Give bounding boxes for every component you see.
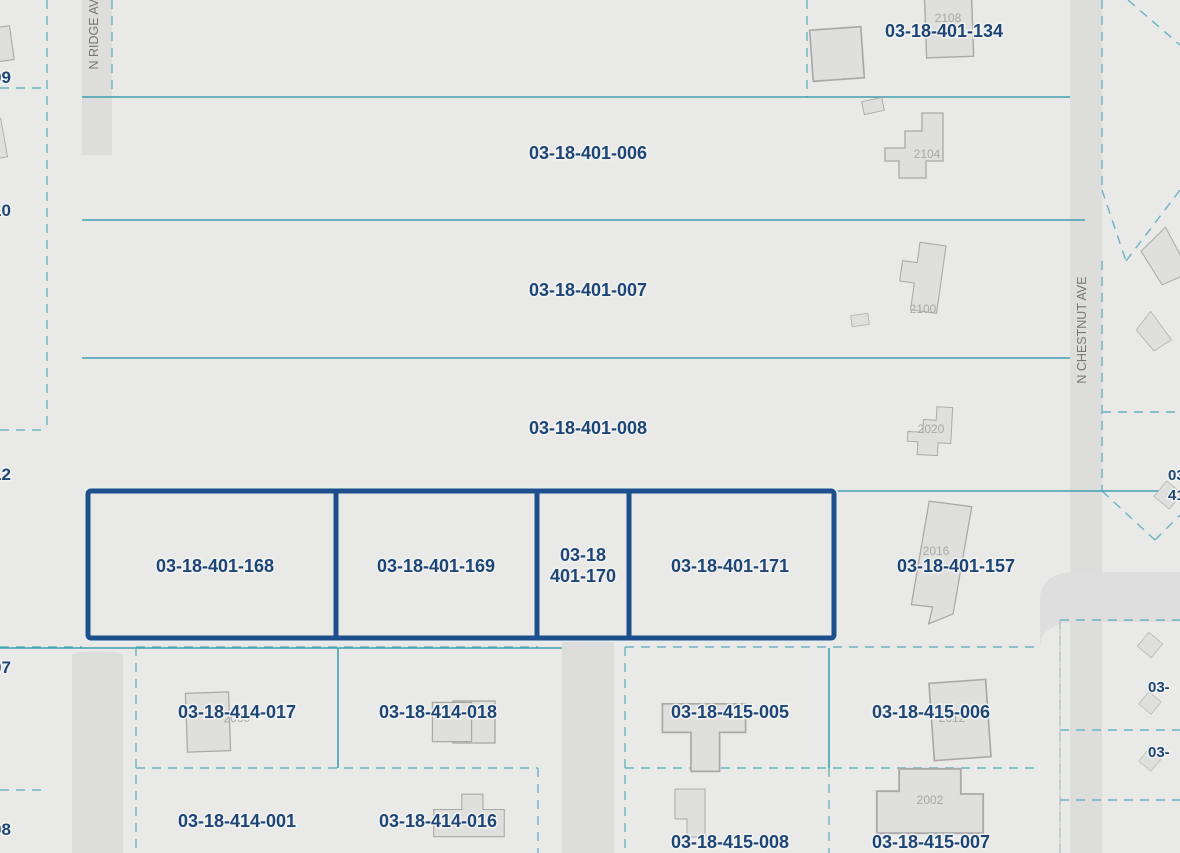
svg-text:03-18-401-008: 03-18-401-008 (529, 418, 647, 438)
svg-text:03-18-401-134: 03-18-401-134 (885, 21, 1003, 41)
svg-text:03-18-401-168: 03-18-401-168 (156, 556, 274, 576)
svg-text:N CHESTNUT AVE: N CHESTNUT AVE (1075, 276, 1089, 383)
svg-text:09: 09 (0, 68, 11, 87)
svg-text:03-18-415-008: 03-18-415-008 (671, 832, 789, 852)
svg-text:03-18-414-016: 03-18-414-016 (379, 811, 497, 831)
svg-text:03-18-414-017: 03-18-414-017 (178, 702, 296, 722)
svg-text:2104: 2104 (914, 147, 941, 161)
svg-text:03-: 03- (1168, 467, 1180, 484)
svg-text:03-18-401-007: 03-18-401-007 (529, 280, 647, 300)
svg-text:N RIDGE AVE: N RIDGE AVE (87, 0, 101, 69)
svg-text:03-18-415-005: 03-18-415-005 (671, 702, 789, 722)
svg-text:410: 410 (1168, 487, 1180, 504)
svg-text:12: 12 (0, 465, 11, 484)
svg-text:07: 07 (0, 658, 11, 677)
svg-text:03-18-414-001: 03-18-414-001 (178, 811, 296, 831)
svg-text:03-18-401-171: 03-18-401-171 (671, 556, 789, 576)
svg-text:401-170: 401-170 (550, 566, 616, 586)
svg-text:03-18-401-157: 03-18-401-157 (897, 556, 1015, 576)
svg-text:2100: 2100 (910, 302, 937, 316)
svg-text:2002: 2002 (917, 793, 944, 807)
svg-text:03-18-401-006: 03-18-401-006 (529, 143, 647, 163)
svg-text:03-: 03- (1148, 679, 1170, 696)
svg-text:03-18-415-007: 03-18-415-007 (872, 832, 990, 852)
svg-text:03-18: 03-18 (560, 545, 606, 565)
svg-text:03-18-415-006: 03-18-415-006 (872, 702, 990, 722)
svg-text:2020: 2020 (918, 422, 945, 436)
svg-text:03-: 03- (1148, 744, 1170, 761)
svg-text:03-18-414-018: 03-18-414-018 (379, 702, 497, 722)
svg-text:03-18-401-169: 03-18-401-169 (377, 556, 495, 576)
svg-text:08: 08 (0, 820, 11, 839)
svg-text:10: 10 (0, 201, 11, 220)
